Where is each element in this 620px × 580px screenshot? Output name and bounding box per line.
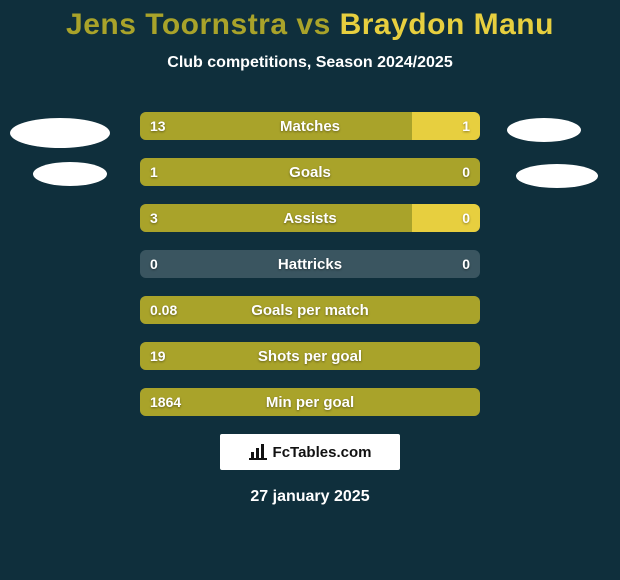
- stat-label: Matches: [140, 112, 480, 140]
- stat-row-goals-per-match: 0.08Goals per match: [140, 296, 480, 324]
- page-title: Jens Toornstra vs Braydon Manu: [0, 0, 620, 42]
- stat-label: Goals: [140, 158, 480, 186]
- vs-separator: vs: [288, 8, 340, 41]
- club-logo-right: [516, 164, 598, 188]
- stat-label: Assists: [140, 204, 480, 232]
- stat-row-goals: 10Goals: [140, 158, 480, 186]
- stat-label: Hattricks: [140, 250, 480, 278]
- stat-row-hattricks: 00Hattricks: [140, 250, 480, 278]
- subtitle: Club competitions, Season 2024/2025: [0, 54, 620, 72]
- stat-label: Shots per goal: [140, 342, 480, 370]
- stat-row-assists: 30Assists: [140, 204, 480, 232]
- stat-row-min-per-goal: 1864Min per goal: [140, 388, 480, 416]
- stat-label: Goals per match: [140, 296, 480, 324]
- watermark-text: FcTables.com: [273, 444, 372, 461]
- stat-label: Min per goal: [140, 388, 480, 416]
- club-logo-left: [10, 118, 110, 148]
- stat-row-shots-per-goal: 19Shots per goal: [140, 342, 480, 370]
- date: 27 january 2025: [0, 488, 620, 506]
- comparison-bars: 131Matches 10Goals 30Assists 00Hattricks 0.0…: [140, 112, 480, 416]
- stat-row-matches: 131Matches: [140, 112, 480, 140]
- club-logo-right: [507, 118, 581, 142]
- player-b-name: Braydon Manu: [340, 8, 554, 41]
- player-a-name: Jens Toornstra: [66, 8, 288, 41]
- club-logo-left: [33, 162, 107, 186]
- chart-icon: [249, 444, 267, 460]
- watermark[interactable]: FcTables.com: [220, 434, 400, 470]
